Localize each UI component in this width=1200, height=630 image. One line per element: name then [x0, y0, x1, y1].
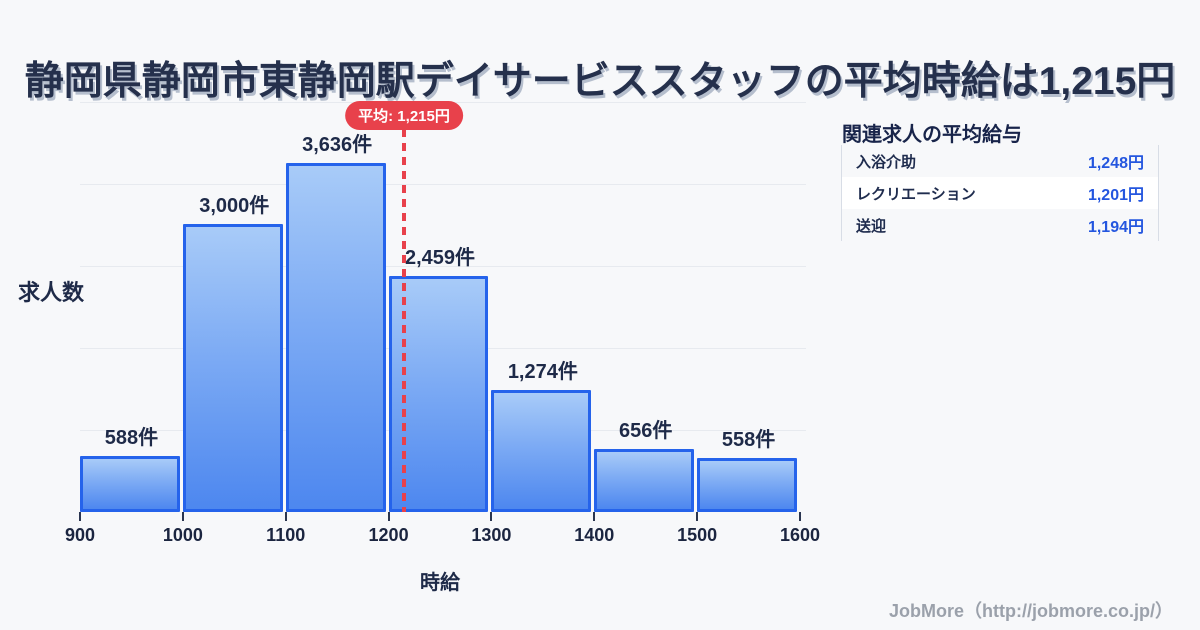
related-job-label: レクリエーション: [856, 185, 976, 203]
tick-mark: [79, 512, 81, 521]
related-job-label: 入浴介助: [856, 153, 917, 171]
bar-value-label: 3,636件: [302, 134, 373, 157]
histogram-bar: [491, 389, 592, 512]
related-job-label: 送迎: [856, 217, 887, 235]
related-job-row: レクリエーション 1,201円: [842, 177, 1158, 209]
related-jobs-list: 入浴介助 1,248円レクリエーション 1,201円送迎 1,194円: [841, 145, 1159, 241]
tick-label: 900: [64, 525, 96, 545]
histogram-bar: [285, 163, 386, 512]
average-value-badge: 平均: 1,215円: [345, 101, 463, 130]
bar-value-label: 1,274件: [507, 360, 578, 383]
tick-mark: [284, 512, 287, 521]
gridline: [80, 184, 806, 185]
bar-value-label: 558件: [721, 429, 776, 452]
bar-value-label: 2,459件: [404, 247, 476, 270]
tick-label: 1100: [266, 525, 306, 545]
footer-credit: JobMore（http://jobmore.co.jp/）: [889, 601, 1173, 621]
histogram-bar: [182, 224, 283, 512]
page-title: 静岡県静岡市東静岡駅デイサービススタッフの平均時給は1,215円: [24, 60, 1176, 104]
tick-mark: [181, 512, 184, 521]
related-job-row: 送迎 1,194円: [842, 209, 1158, 241]
average-line: [402, 129, 406, 512]
tick-label: 1500: [677, 525, 718, 545]
x-axis-label: 時給: [420, 572, 460, 594]
tick-label: 1000: [162, 525, 203, 545]
bar-value-label: 588件: [104, 426, 159, 449]
related-job-value: 1,248円: [1087, 155, 1144, 172]
tick-mark: [799, 512, 801, 521]
bar-value-label: 3,000件: [199, 195, 270, 218]
plot-area: 平均: 1,215円 588件 3,000件 3,636件 2,459件 1,274件 6…: [80, 101, 806, 512]
related-job-value: 1,194円: [1087, 219, 1144, 236]
tick-mark: [490, 512, 493, 521]
tick-mark: [696, 512, 699, 521]
histogram-bar: [80, 455, 180, 512]
y-axis-label: 求人数: [18, 280, 85, 305]
tick-mark: [387, 512, 390, 521]
related-job-row: 入浴介助 1,248円: [842, 145, 1158, 177]
related-jobs-panel-title: 関連求人の平均給与: [842, 123, 1022, 146]
histogram-bar: [697, 458, 797, 512]
gridline: [80, 266, 806, 267]
tick-label: 1600: [779, 525, 821, 545]
tick-label: 1200: [368, 525, 409, 545]
tick-mark: [593, 512, 596, 521]
related-job-value: 1,201円: [1087, 187, 1144, 204]
tick-label: 1400: [574, 525, 615, 545]
tick-label: 1300: [471, 525, 512, 545]
histogram-bar: [594, 449, 695, 512]
x-axis-ticks: 900 1000 1100 1200 1300 1400 1500 1600: [65, 512, 820, 554]
bar-value-label: 656件: [619, 420, 673, 443]
